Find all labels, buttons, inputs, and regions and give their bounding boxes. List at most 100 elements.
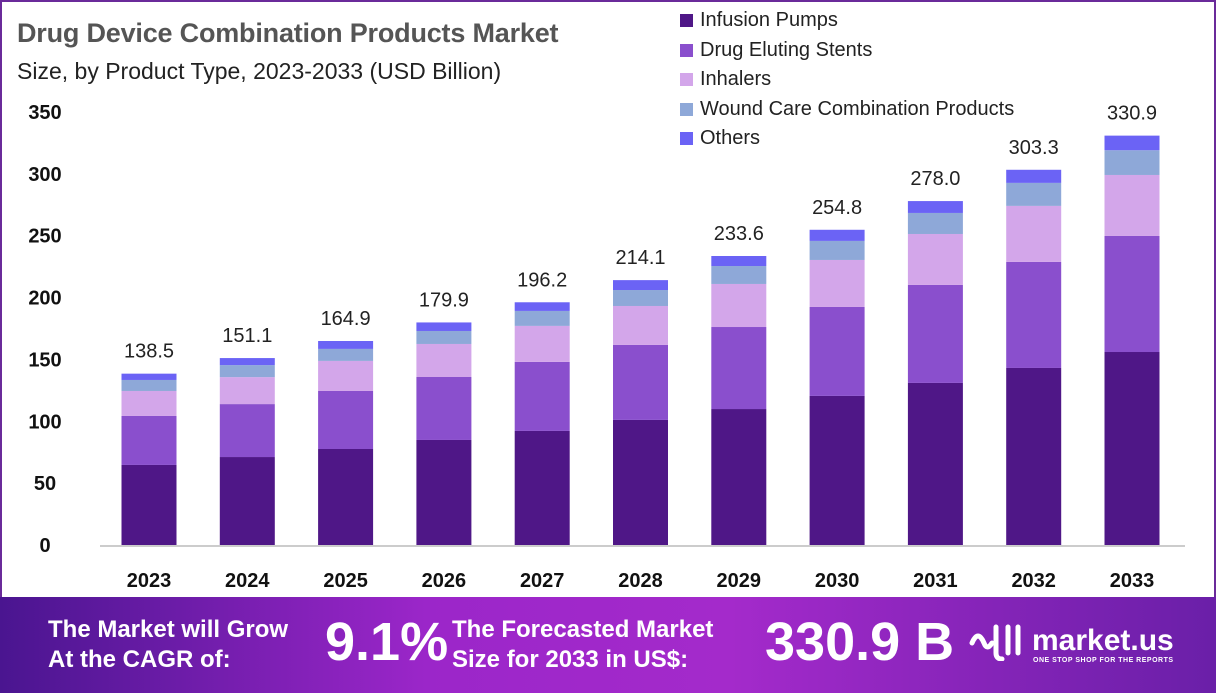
stacked-bar-chart: 0 50 100 150 200 250 300 350 138.5 2023 151.1 2024 1… (28, 102, 1185, 592)
y-tick-label: 300 (28, 164, 61, 186)
legend-item: Drug Eluting Stents (680, 36, 1014, 66)
bar-segment-wound-care-combination-products (613, 290, 668, 306)
legend-item: Infusion Pumps (680, 6, 1014, 36)
legend-label: Drug Eluting Stents (700, 38, 873, 61)
total-data-label: 254.8 (812, 197, 862, 219)
bar-segment-infusion-pumps (809, 395, 865, 545)
x-tick-label: 2031 (913, 570, 958, 592)
bar-segment-wound-care-combination-products (219, 365, 275, 378)
forecast-label: The Forecasted Market Size for 2033 in US… (452, 615, 713, 675)
logo-text: market.us (1032, 624, 1174, 657)
bar-segment-drug-eluting-stents (907, 284, 963, 383)
bar-segment-infusion-pumps (416, 439, 472, 545)
legend-swatch (680, 14, 693, 28)
bar-segment-others (318, 340, 374, 349)
bar-segment-infusion-pumps (711, 409, 767, 545)
x-tick-label: 2023 (127, 570, 172, 592)
bar-segment-wound-care-combination-products (809, 240, 865, 260)
bar-segment-others (1006, 169, 1062, 183)
total-data-label: 303.3 (1009, 137, 1059, 159)
legend-swatch (680, 73, 693, 87)
bar-segment-infusion-pumps (514, 430, 570, 545)
bar-segment-inhalers (711, 283, 767, 328)
bar-segment-inhalers (416, 343, 472, 377)
bar-segment-inhalers (121, 390, 177, 416)
cagr-label-line1: The Market will Grow (48, 616, 289, 643)
bar-segment-inhalers (514, 325, 570, 362)
total-data-label: 278.0 (910, 168, 960, 190)
x-tick-label: 2027 (520, 570, 565, 592)
bar-segment-drug-eluting-stents (416, 376, 472, 440)
legend-item: Wound Care Combination Products (680, 95, 1014, 125)
bar-segment-inhalers (613, 305, 668, 345)
x-tick-label: 2032 (1011, 570, 1056, 592)
bar-segment-wound-care-combination-products (416, 330, 472, 344)
bar-segment-drug-eluting-stents (121, 415, 177, 465)
legend-item: Inhalers (680, 65, 1014, 95)
legend-swatch (680, 102, 693, 116)
x-tick-label: 2029 (717, 570, 762, 592)
x-tick-label: 2030 (815, 570, 860, 592)
bar-segment-infusion-pumps (907, 382, 963, 545)
bar-segment-drug-eluting-stents (809, 306, 865, 396)
cagr-label-line2: At the CAGR of: (48, 646, 231, 673)
bar-segment-others (809, 229, 865, 241)
bar-segment-infusion-pumps (613, 419, 668, 545)
bar-segment-infusion-pumps (318, 448, 374, 545)
y-tick-label: 150 (28, 349, 61, 371)
logo-icon (969, 624, 1021, 661)
total-data-label: 233.6 (714, 223, 764, 245)
bar-segment-inhalers (1104, 174, 1160, 236)
bar-segment-others (219, 358, 275, 366)
total-data-label: 196.2 (517, 269, 567, 291)
logo-tagline: ONE STOP SHOP FOR THE REPORTS (1033, 657, 1174, 664)
chart-subtitle: Size, by Product Type, 2023-2033 (USD Bi… (17, 58, 502, 84)
bar-segment-inhalers (809, 259, 865, 307)
bar-segment-others (907, 201, 963, 213)
cagr-label: The Market will Grow At the CAGR of: (48, 615, 288, 675)
x-tick-label: 2028 (618, 570, 663, 592)
x-tick-label: 2024 (225, 570, 270, 592)
bar-segment-others (121, 373, 177, 380)
bar-segment-drug-eluting-stents (613, 344, 668, 420)
bar-segment-inhalers (219, 377, 275, 405)
bar-segment-drug-eluting-stents (318, 390, 374, 449)
y-tick-label: 100 (28, 411, 61, 433)
forecast-label-line1: The Forecasted Market (452, 616, 714, 643)
bar-segment-others (514, 302, 570, 311)
forecast-value: 330.9 B (765, 612, 955, 672)
bar-segment-inhalers (907, 233, 963, 285)
bar-segment-others (1104, 135, 1160, 151)
legend-label: Inhalers (700, 68, 772, 91)
bar-segment-inhalers (318, 360, 374, 391)
total-data-label: 214.1 (615, 247, 665, 269)
bar-segment-others (613, 280, 668, 291)
bar-segment-drug-eluting-stents (711, 327, 767, 410)
bar-segment-wound-care-combination-products (1104, 150, 1160, 175)
market-us-logo: market.us ONE STOP SHOP FOR THE REPORTS (968, 621, 1174, 664)
bar-segment-others (416, 322, 472, 331)
bar-segment-inhalers (1006, 205, 1062, 262)
x-tick-label: 2026 (422, 570, 467, 592)
x-tick-label: 2033 (1110, 570, 1155, 592)
bar-segment-wound-care-combination-products (1006, 182, 1062, 206)
y-tick-label: 200 (28, 288, 61, 310)
bar-segment-wound-care-combination-products (711, 266, 767, 284)
y-tick-label: 50 (34, 473, 56, 495)
legend-label: Infusion Pumps (700, 9, 838, 32)
cagr-value: 9.1% (325, 612, 449, 672)
chart-title: Drug Device Combination Products Market (17, 18, 559, 48)
bar-segment-drug-eluting-stents (1006, 261, 1062, 368)
total-data-label: 179.9 (419, 289, 469, 311)
total-data-label: 330.9 (1107, 103, 1157, 125)
bar-segment-wound-care-combination-products (121, 379, 177, 391)
bar-segment-infusion-pumps (219, 457, 275, 545)
total-data-label: 164.9 (321, 308, 371, 330)
y-tick-label: 250 (28, 226, 61, 248)
legend-item: Others (680, 124, 1014, 154)
bar-segment-drug-eluting-stents (219, 404, 275, 458)
bar-segment-wound-care-combination-products (514, 310, 570, 326)
y-tick-label: 0 (39, 535, 50, 557)
legend: Infusion Pumps Drug Eluting Stents Inhaler… (680, 6, 1014, 154)
